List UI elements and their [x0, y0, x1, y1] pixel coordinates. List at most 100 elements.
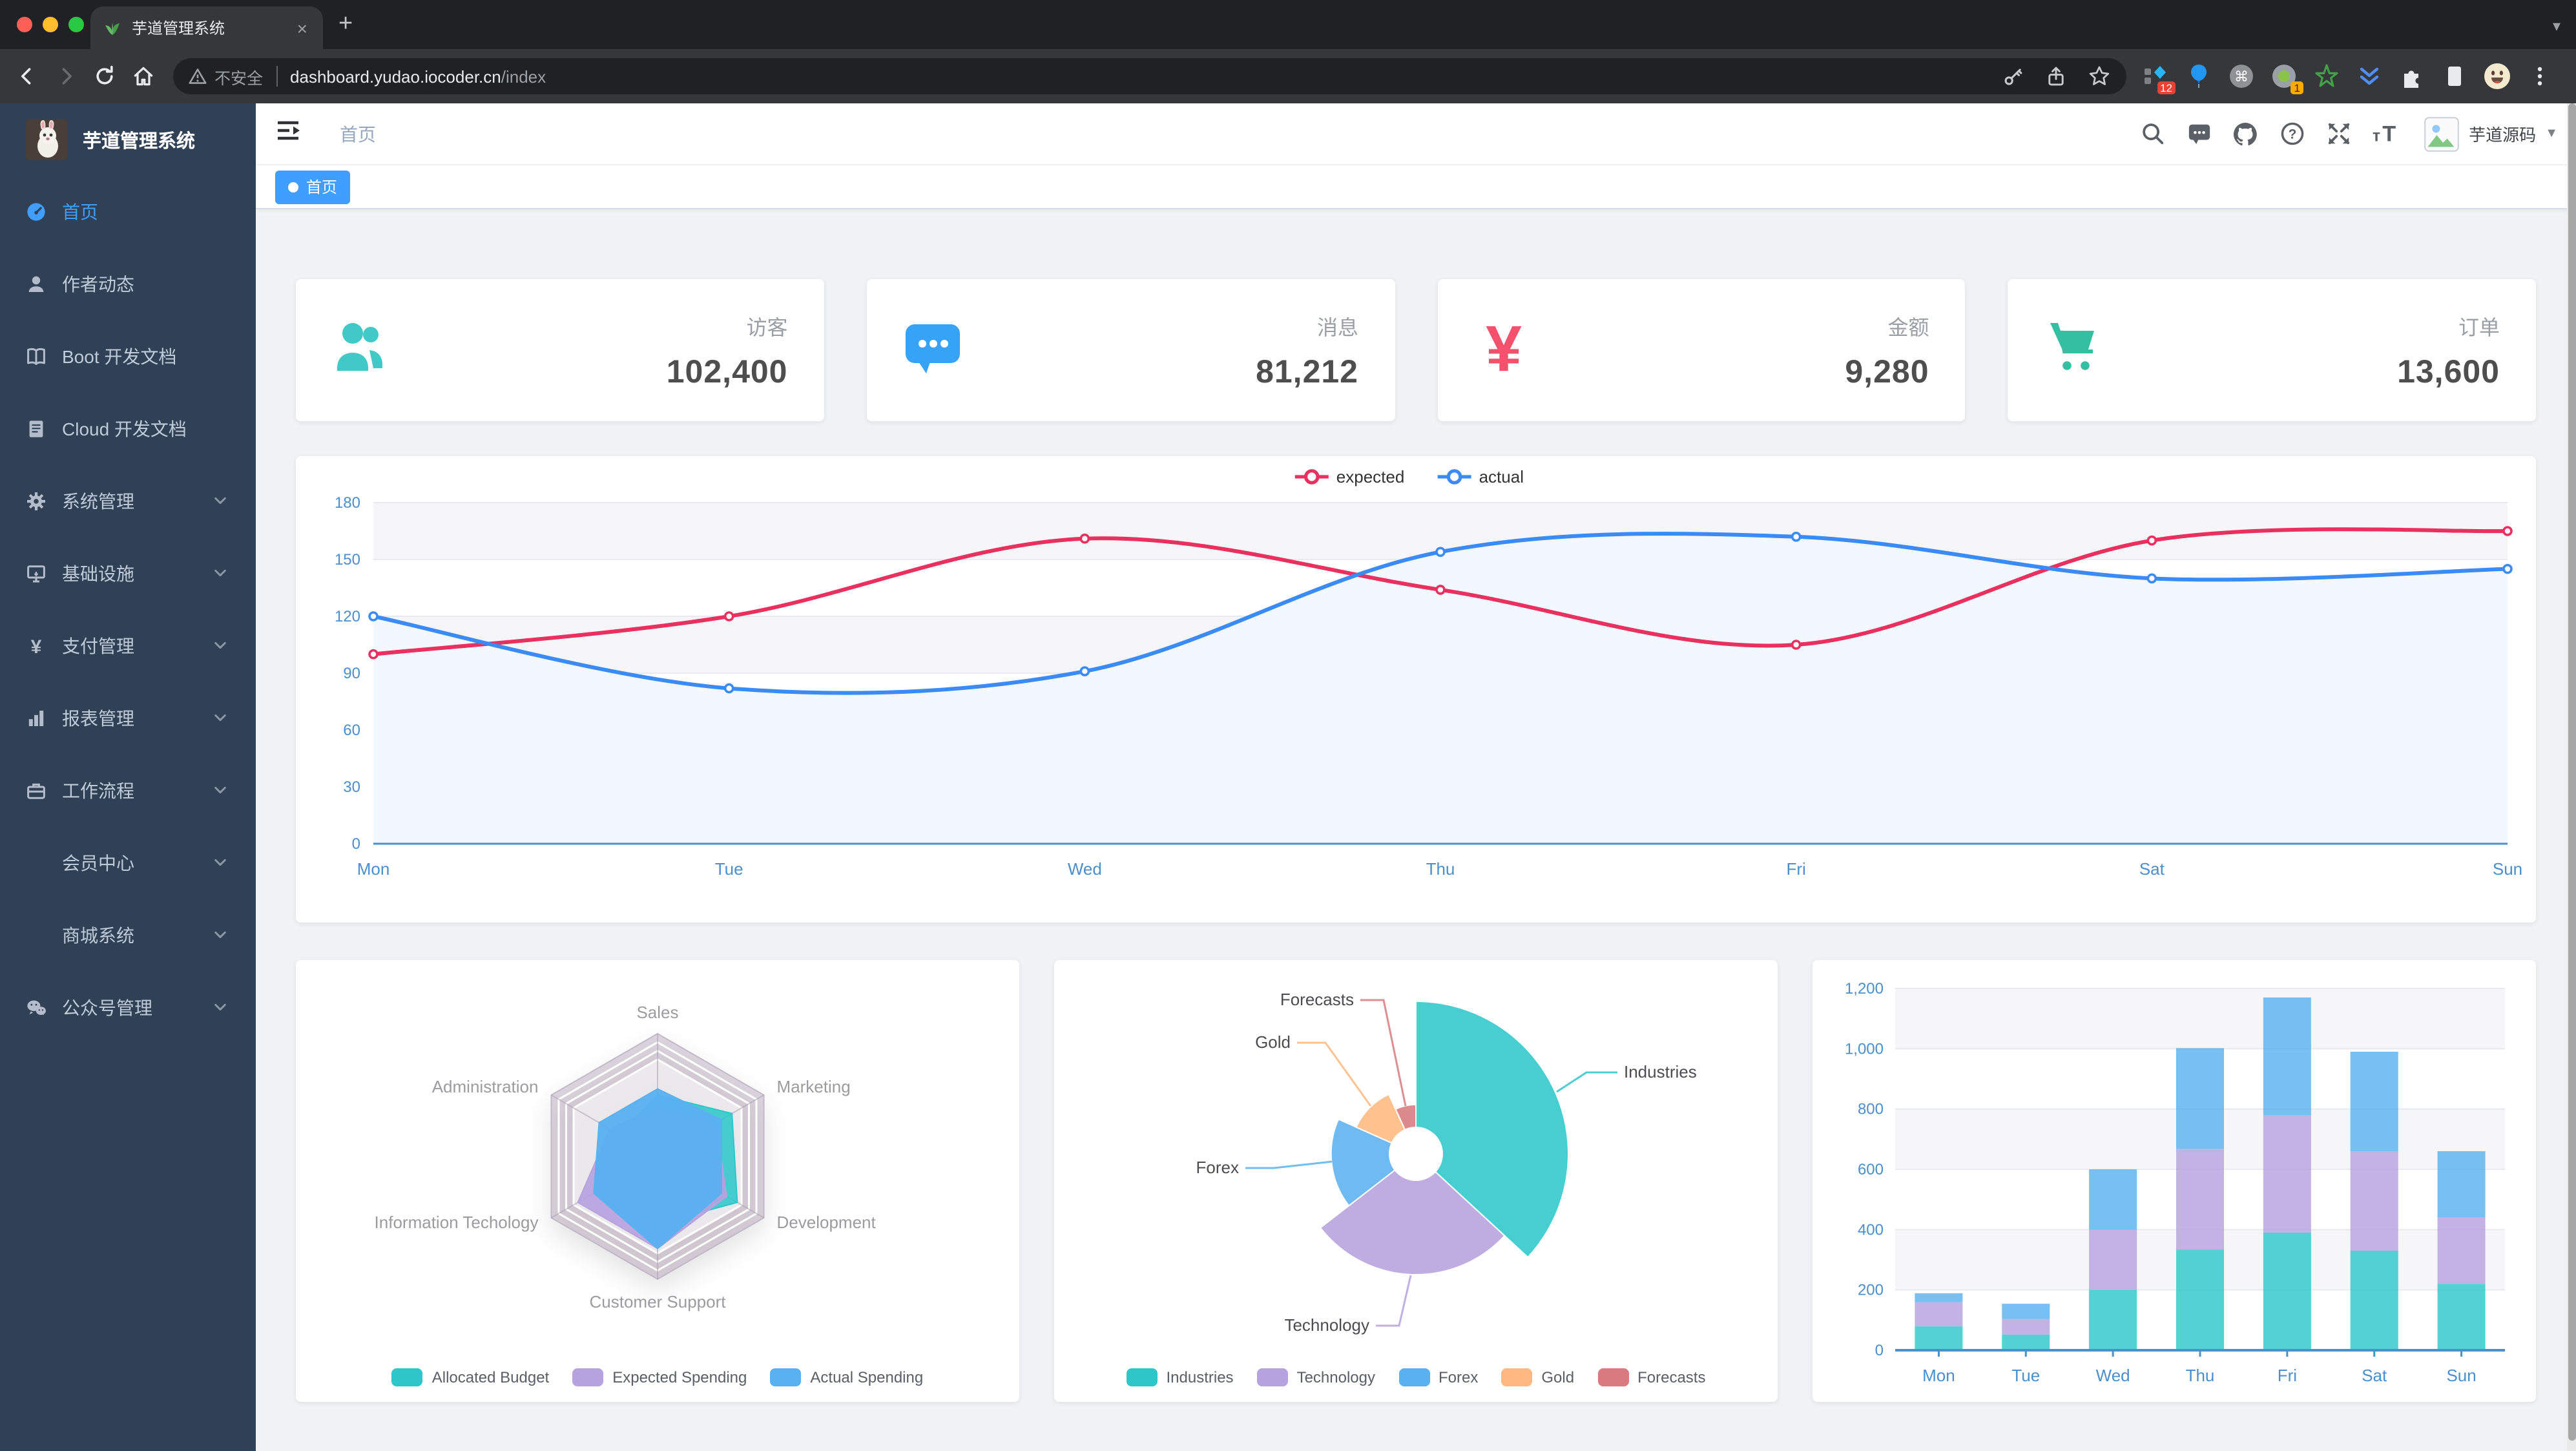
home-button[interactable]: [124, 65, 163, 88]
bar-segment[interactable]: [2350, 1052, 2398, 1151]
profile-avatar[interactable]: [2483, 62, 2511, 90]
breadcrumb[interactable]: 首页: [340, 123, 376, 144]
bar-segment[interactable]: [2263, 1233, 2311, 1350]
bar-segment[interactable]: [2350, 1251, 2398, 1350]
legend-item[interactable]: Forex: [1398, 1368, 1478, 1386]
sidebar-item-1[interactable]: 首页: [0, 176, 256, 248]
sidebar-item-3[interactable]: Boot 开发文档: [0, 320, 256, 393]
bookmark-star-icon[interactable]: [2088, 65, 2111, 88]
extension-star-icon[interactable]: [2312, 62, 2341, 90]
legend-item[interactable]: Expected Spending: [572, 1368, 747, 1386]
search-icon[interactable]: [2132, 108, 2173, 160]
tab-close-icon[interactable]: ×: [296, 17, 307, 38]
new-tab-button[interactable]: +: [338, 10, 353, 37]
fullscreen-icon[interactable]: [2318, 108, 2359, 160]
bar-segment[interactable]: [1915, 1326, 1963, 1350]
line-legend-actual[interactable]: actual: [1437, 467, 1524, 486]
reload-button[interactable]: [85, 65, 124, 88]
legend-item[interactable]: Industries: [1126, 1368, 1234, 1386]
bar-segment[interactable]: [2089, 1229, 2137, 1290]
forward-button[interactable]: [47, 65, 85, 88]
tab-search-icon[interactable]: ▾: [2552, 17, 2560, 35]
svg-text:Fri: Fri: [1787, 859, 1806, 879]
bar-segment[interactable]: [2263, 1115, 2311, 1233]
stat-card-4[interactable]: 订单 13,600: [2008, 279, 2536, 421]
zoom-window-button[interactable]: [68, 17, 84, 32]
radar-series-Actual Spending[interactable]: [593, 1088, 722, 1249]
bar-segment[interactable]: [2437, 1284, 2486, 1350]
stat-card-3[interactable]: ¥ 金额 9,280: [1437, 279, 1966, 421]
sidebar-item-7[interactable]: ¥ 支付管理: [0, 610, 256, 682]
bar-segment[interactable]: [2089, 1289, 2137, 1350]
stat-card-label: 访客: [746, 317, 788, 339]
sidebar-item-9[interactable]: 工作流程: [0, 755, 256, 827]
github-icon[interactable]: [2225, 108, 2266, 160]
browser-tab[interactable]: 芋道管理系统 ×: [90, 6, 323, 49]
user-menu[interactable]: 芋道源码 ▼: [2424, 116, 2558, 152]
sidebar-collapse-icon[interactable]: [256, 118, 311, 150]
svg-text:1,000: 1,000: [1845, 1040, 1884, 1058]
bar-segment[interactable]: [1915, 1302, 1963, 1327]
close-window-button[interactable]: [17, 17, 32, 32]
bar-segment[interactable]: [2350, 1151, 2398, 1251]
channels-pie-chart[interactable]: Industries Technology Forex Gold Forecasts: [1054, 960, 1778, 1345]
page-scrollbar[interactable]: [2567, 103, 2576, 1451]
help-icon[interactable]: ?: [2271, 108, 2312, 160]
bar-segment[interactable]: [2176, 1249, 2224, 1350]
tag-home[interactable]: 首页: [275, 170, 351, 204]
share-icon[interactable]: [2045, 65, 2067, 87]
line-legend-expected[interactable]: expected: [1294, 467, 1405, 486]
sidebar-item-12[interactable]: 公众号管理: [0, 972, 256, 1044]
extension-chevrons-icon[interactable]: [2355, 62, 2384, 90]
bar-segment[interactable]: [2263, 997, 2311, 1115]
svg-text:Customer Support: Customer Support: [590, 1292, 727, 1311]
minimize-window-button[interactable]: [43, 17, 58, 32]
svg-text:T: T: [2382, 121, 2396, 146]
legend-item[interactable]: Forecasts: [1597, 1368, 1705, 1386]
stat-card-2[interactable]: 消息 81,212: [866, 279, 1395, 421]
sidebar-item-6[interactable]: 基础设施: [0, 538, 256, 610]
back-button[interactable]: [8, 65, 47, 88]
svg-text:30: 30: [343, 778, 360, 796]
legend-item[interactable]: Actual Spending: [770, 1368, 923, 1386]
legend-item[interactable]: Allocated Budget: [391, 1368, 549, 1386]
extension-command-icon[interactable]: ⌘: [2227, 62, 2256, 90]
sidebar-item-5[interactable]: 系统管理: [0, 465, 256, 538]
svg-text:150: 150: [335, 551, 360, 569]
bar-segment[interactable]: [2002, 1334, 2050, 1350]
weekly-bar-chart[interactable]: Mon Tue Wed Thu Fri Sat Sun 0 200 400 600 800 1,000 1…: [1813, 960, 2536, 1402]
address-bar[interactable]: 不安全 dashboard.yudao.iocoder.cn/index: [173, 58, 2126, 94]
bar-segment[interactable]: [2176, 1048, 2224, 1149]
bar-segment[interactable]: [2437, 1217, 2486, 1284]
message-icon[interactable]: [2178, 108, 2219, 160]
extensions-puzzle-icon[interactable]: [2398, 62, 2426, 90]
stat-card-1[interactable]: 访客 102,400: [296, 279, 824, 421]
extension-balloon-icon[interactable]: [2185, 62, 2213, 90]
extension-recorder-icon[interactable]: 1: [2270, 62, 2303, 94]
app-logo[interactable]: 芋道管理系统: [0, 103, 256, 176]
svg-text:400: 400: [1858, 1221, 1884, 1238]
sidebar-item-4[interactable]: Cloud 开发文档: [0, 393, 256, 465]
bar-segment[interactable]: [2176, 1149, 2224, 1250]
bar-segment[interactable]: [2089, 1169, 2137, 1230]
sidebar-item-8[interactable]: 报表管理: [0, 682, 256, 755]
sidebar-item-2[interactable]: 作者动态: [0, 248, 256, 320]
weekly-line-chart[interactable]: 0 30 60 90 120 150 180 Mon Tue Wed Thu Fri Sat Sun exp…: [296, 456, 2536, 923]
bar-segment[interactable]: [2437, 1151, 2486, 1218]
bar-segment[interactable]: [2002, 1304, 2050, 1319]
legend-item[interactable]: Technology: [1256, 1368, 1375, 1386]
browser-menu-icon[interactable]: [2526, 62, 2554, 90]
sidebar-item-10[interactable]: 会员中心: [0, 827, 256, 899]
yen-icon: ¥: [26, 636, 47, 658]
reading-list-icon[interactable]: [2440, 62, 2469, 90]
spending-radar-chart[interactable]: Sales Administration Information Techology…: [296, 960, 1019, 1348]
sidebar-item-11[interactable]: 商城系统: [0, 899, 256, 972]
extension-tag-manager-icon[interactable]: 12: [2142, 62, 2176, 94]
window-controls[interactable]: [17, 17, 84, 32]
bar-segment[interactable]: [2002, 1319, 2050, 1335]
password-key-icon[interactable]: [2002, 65, 2024, 87]
legend-item[interactable]: Gold: [1501, 1368, 1574, 1386]
bar-segment[interactable]: [1915, 1293, 1963, 1302]
scrollbar-thumb[interactable]: [2568, 103, 2575, 1441]
